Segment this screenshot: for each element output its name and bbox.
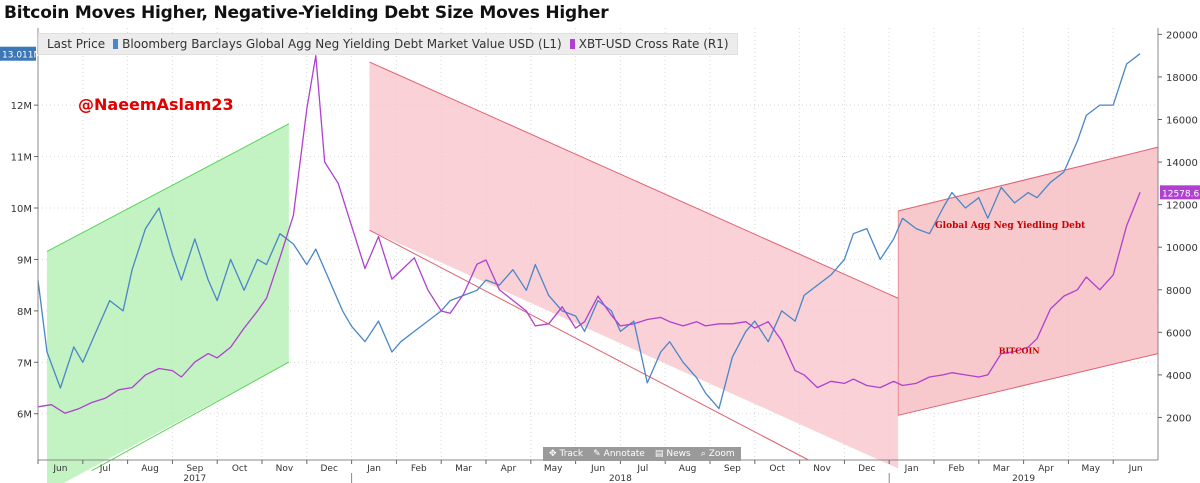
chart-toolbar: ✥ Track ✎ Annotate ▤ News ⌕ Zoom — [543, 447, 741, 461]
x-month-label: May — [1081, 464, 1100, 474]
x-month-label: Oct — [232, 464, 248, 474]
x-month-label: Aug — [141, 464, 159, 474]
right-tick-label: 8000 — [1166, 286, 1191, 297]
zoom-button[interactable]: ⌕ Zoom — [701, 449, 735, 459]
x-month-label: Sep — [186, 464, 203, 474]
track-label: Track — [559, 449, 584, 459]
channel-green-bottom — [91, 361, 290, 472]
channel-red-down-top — [369, 61, 899, 299]
x-month-label: Sep — [724, 464, 741, 474]
x-month-label: Jun — [590, 464, 605, 474]
channel-green-top — [46, 123, 290, 252]
annotation-debt: Global Agg Neg Yiedling Debt — [935, 221, 1086, 231]
series-line-xbt — [37, 55, 1141, 414]
x-month-label: Aug — [679, 464, 697, 474]
x-month-label: Jul — [99, 464, 111, 474]
channel-green — [46, 123, 289, 483]
x-month-label: Apr — [1038, 464, 1054, 474]
right-tick-label: 18000 — [1166, 73, 1198, 84]
last-value-label-left: 13.011M — [2, 51, 41, 61]
x-month-label: Dec — [320, 464, 337, 474]
legend-label-debt: Bloomberg Barclays Global Agg Neg Yieldi… — [122, 37, 562, 51]
news-button[interactable]: ▤ News — [655, 449, 691, 459]
x-month-label: Jun — [1128, 464, 1143, 474]
right-tick-label: 2000 — [1166, 413, 1191, 424]
annotate-button[interactable]: ✎ Annotate — [593, 449, 645, 459]
left-tick-label: 8M — [17, 307, 32, 318]
x-month-label: Apr — [501, 464, 517, 474]
channel-red-down — [369, 62, 899, 469]
x-month-label: Jan — [366, 464, 381, 474]
chart-legend: Last Price Bloomberg Barclays Global Agg… — [38, 33, 738, 55]
series-line-debt — [37, 53, 1141, 410]
right-tick-label: 12000 — [1166, 201, 1198, 212]
chart-title: Bitcoin Moves Higher, Negative-Yielding … — [4, 3, 609, 23]
legend-label-xbt: XBT-USD Cross Rate (R1) — [578, 37, 729, 51]
legend-item-debt: Bloomberg Barclays Global Agg Neg Yieldi… — [113, 37, 562, 51]
watermark: @NaeemAslam23 — [78, 95, 234, 114]
last-value-tag-left — [0, 46, 36, 61]
left-tick-label: 7M — [17, 358, 32, 369]
legend-swatch-debt — [113, 39, 119, 49]
last-value-label-right: 12578.68 — [1162, 189, 1200, 199]
annotate-label: Annotate — [603, 449, 645, 459]
right-tick-label: 4000 — [1166, 371, 1191, 382]
zoom-icon: ⌕ — [700, 449, 706, 459]
annotation-bitcoin: BITCOIN — [999, 346, 1040, 356]
x-month-label: Oct — [769, 464, 785, 474]
x-year-label: 2017 — [183, 474, 206, 483]
x-month-label: Jun — [52, 464, 67, 474]
channel-red-up-top — [898, 146, 1159, 212]
right-tick-label: 16000 — [1166, 116, 1198, 127]
title-bar: Bitcoin Moves Higher, Negative-Yielding … — [0, 0, 1200, 28]
annotate-icon: ✎ — [593, 449, 601, 459]
x-year-label: 2019 — [1012, 474, 1035, 483]
legend-item-xbt: XBT-USD Cross Rate (R1) — [569, 37, 729, 51]
left-tick-label: 10M — [11, 204, 32, 215]
left-tick-label: 9M — [17, 255, 32, 266]
x-month-label: Mar — [993, 464, 1010, 474]
zoom-label: Zoom — [708, 449, 735, 459]
last-value-tag-right — [1160, 185, 1200, 200]
legend-swatch-xbt — [569, 39, 575, 49]
x-month-label: Nov — [813, 464, 831, 474]
x-month-label: Feb — [411, 464, 427, 474]
right-tick-label: 10000 — [1166, 243, 1198, 254]
channel-red-up-bottom — [898, 353, 1159, 416]
x-month-label: May — [544, 464, 563, 474]
channel-red-up — [898, 147, 1158, 416]
left-tick-label: 12M — [11, 101, 32, 112]
left-tick-label: 11M — [11, 153, 32, 164]
legend-lead: Last Price — [47, 37, 106, 51]
right-tick-label: 6000 — [1166, 328, 1191, 339]
x-month-label: Jul — [636, 464, 648, 474]
track-icon: ✥ — [549, 449, 557, 459]
right-tick-label: 14000 — [1166, 158, 1198, 169]
x-month-label: Feb — [948, 464, 964, 474]
news-icon: ▤ — [654, 449, 664, 459]
x-month-label: Dec — [858, 464, 875, 474]
right-tick-label: 20000 — [1166, 30, 1198, 41]
x-month-label: Jan — [904, 464, 919, 474]
news-label: News — [666, 449, 691, 459]
x-month-label: Mar — [455, 464, 472, 474]
track-button[interactable]: ✥ Track — [549, 449, 583, 459]
x-month-label: Nov — [276, 464, 294, 474]
x-year-label: 2018 — [609, 474, 632, 483]
left-tick-label: 6M — [17, 410, 32, 421]
channel-red-down-bottom — [369, 229, 809, 461]
